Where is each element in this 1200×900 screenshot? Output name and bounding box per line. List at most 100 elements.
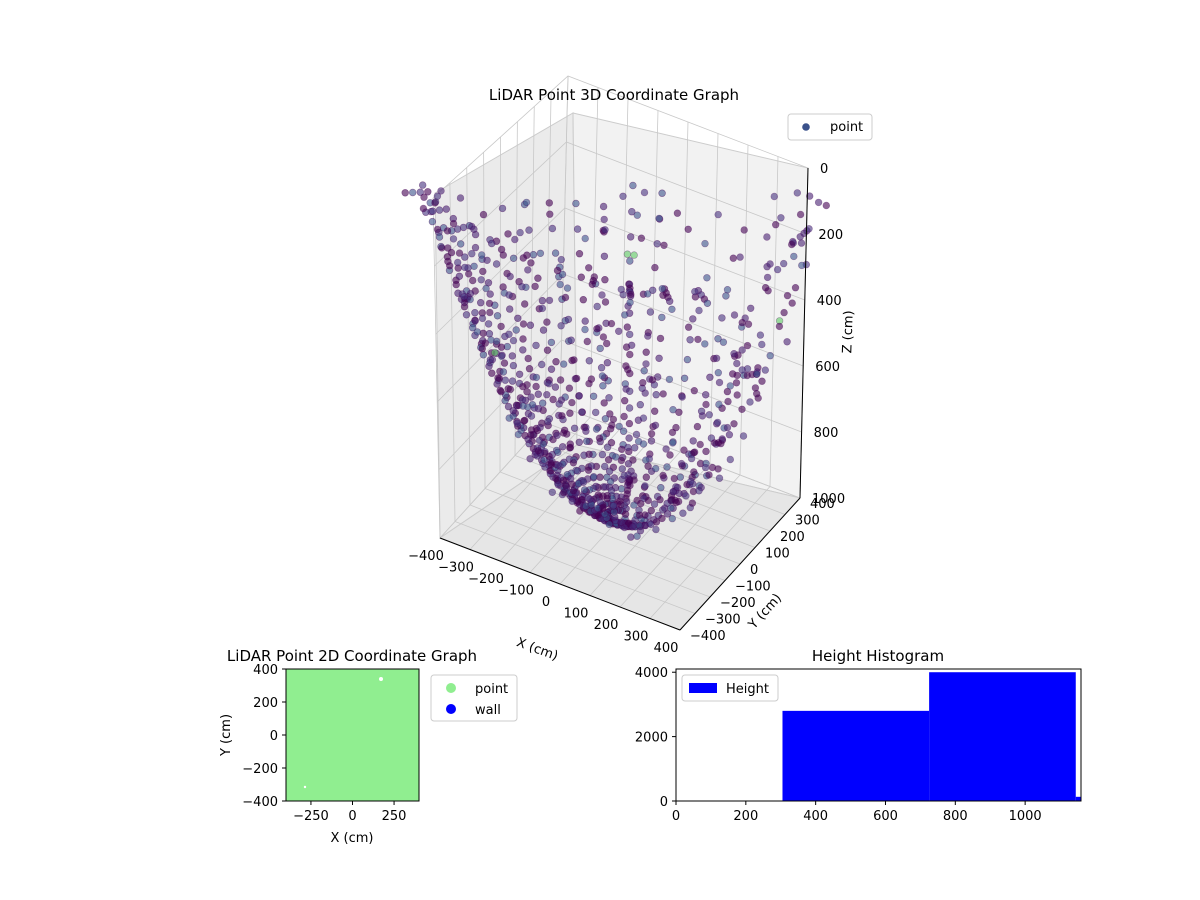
data-point [506, 385, 514, 394]
data-point [783, 291, 792, 300]
data-point [743, 341, 752, 350]
data-point [723, 387, 732, 396]
data-point [646, 308, 655, 316]
data-point [577, 273, 585, 281]
data-point [570, 424, 579, 432]
data-point [594, 491, 602, 499]
data-point [680, 446, 688, 454]
y-tick-label-3d: −100 [735, 580, 771, 595]
data-point [722, 292, 730, 300]
data-point [538, 399, 547, 407]
data-point [593, 302, 601, 311]
data-point [597, 364, 606, 372]
data-point [673, 209, 682, 217]
data-point [617, 285, 625, 294]
data-point [500, 359, 509, 367]
data-point [589, 392, 598, 400]
data-point [585, 357, 593, 365]
data-point [655, 354, 663, 362]
data-point [738, 366, 746, 374]
data-point [477, 276, 485, 284]
data-point [479, 267, 487, 276]
data-point [619, 427, 628, 435]
data-point [793, 189, 801, 197]
data-point [433, 192, 442, 200]
data-point [505, 291, 513, 299]
data-point [598, 291, 606, 299]
data-point [758, 340, 766, 349]
data-point [633, 211, 641, 219]
data-point [447, 248, 456, 257]
data-point [519, 346, 527, 354]
data-point [614, 327, 623, 335]
data-point [603, 443, 612, 451]
data-point [624, 460, 633, 468]
data-point [548, 224, 557, 233]
data-point [568, 398, 576, 407]
data-point [556, 280, 564, 289]
data-point [460, 303, 469, 311]
data-point [616, 497, 624, 505]
data-point [537, 360, 546, 369]
chart-title-2d: LiDAR Point 2D Coordinate Graph [227, 647, 477, 665]
y-tick-label-3d: 300 [795, 514, 820, 529]
data-point [790, 252, 798, 261]
data-point [508, 352, 516, 360]
z-tick-label-3d: 0 [820, 162, 828, 177]
data-point [527, 259, 535, 267]
data-point [601, 276, 609, 284]
data-point [569, 459, 578, 467]
data-point [609, 415, 618, 424]
data-point [639, 379, 647, 387]
data-point [605, 520, 613, 529]
data-point [461, 253, 469, 261]
data-point [534, 405, 543, 413]
z-tick-label-3d: 400 [817, 294, 842, 309]
data-point [640, 188, 649, 197]
data-point [626, 233, 635, 241]
y-tick-label-hist: 4000 [635, 666, 668, 681]
data-point [648, 286, 657, 294]
data-point [647, 437, 656, 445]
data-point [770, 192, 778, 201]
data-point [561, 293, 570, 302]
histogram-bar [929, 672, 1076, 801]
data-point [754, 394, 762, 402]
data-point [478, 314, 487, 323]
z-tick-label-3d: 600 [815, 360, 840, 375]
data-point [582, 427, 590, 435]
data-point [660, 504, 669, 512]
legend-marker-wall [446, 704, 456, 714]
histogram-bars [782, 672, 1081, 801]
data-point [598, 450, 607, 459]
data-point [424, 188, 432, 196]
data-point [551, 249, 560, 257]
grid-line [435, 207, 805, 335]
x-tick-label-2d: 250 [382, 809, 407, 824]
data-point [797, 239, 806, 247]
data-point [519, 335, 527, 343]
data-point [672, 423, 680, 432]
data-point [626, 257, 634, 265]
data-point [584, 466, 593, 474]
scatter-2d-axes: −250 0 250 −400 −200 0 200 400 LiDAR Point 2D C… [219, 647, 518, 846]
data-point [780, 308, 788, 317]
data-point [633, 532, 641, 540]
data-point [800, 229, 808, 238]
x-tick-label-hist: 1000 [1009, 809, 1042, 824]
data-point [733, 359, 741, 368]
data-point [626, 350, 634, 359]
data-point [791, 284, 800, 292]
data-point [653, 373, 662, 381]
legend-marker-point-2d [446, 683, 456, 693]
data-point [527, 393, 535, 401]
data-point [570, 356, 578, 364]
data-point [746, 304, 755, 312]
data-point [586, 495, 594, 503]
data-point [585, 379, 593, 388]
data-point [629, 181, 637, 190]
histogram-bar [782, 710, 930, 801]
data-point [538, 297, 547, 305]
data-point [428, 217, 437, 226]
data-point [729, 254, 737, 262]
